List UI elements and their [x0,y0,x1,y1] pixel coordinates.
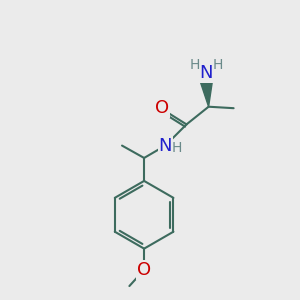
Text: H: H [190,58,200,72]
Text: H: H [171,141,182,155]
Text: N: N [200,64,213,82]
Text: N: N [159,136,172,154]
Text: O: O [155,99,169,117]
Text: O: O [137,261,151,279]
Text: H: H [212,58,223,72]
Polygon shape [200,79,213,107]
